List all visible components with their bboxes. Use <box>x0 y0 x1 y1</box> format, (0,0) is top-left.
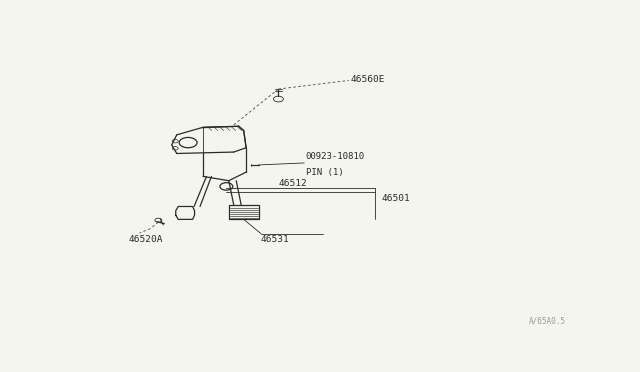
Text: 46520A: 46520A <box>129 235 163 244</box>
Text: 00923-10810: 00923-10810 <box>306 152 365 161</box>
Text: A/65A0.5: A/65A0.5 <box>529 316 566 326</box>
Text: 46512: 46512 <box>278 179 307 188</box>
Text: PIN (1): PIN (1) <box>306 169 343 177</box>
Text: 46531: 46531 <box>261 235 290 244</box>
Text: 46560E: 46560E <box>350 76 385 84</box>
Text: 46501: 46501 <box>381 194 410 203</box>
